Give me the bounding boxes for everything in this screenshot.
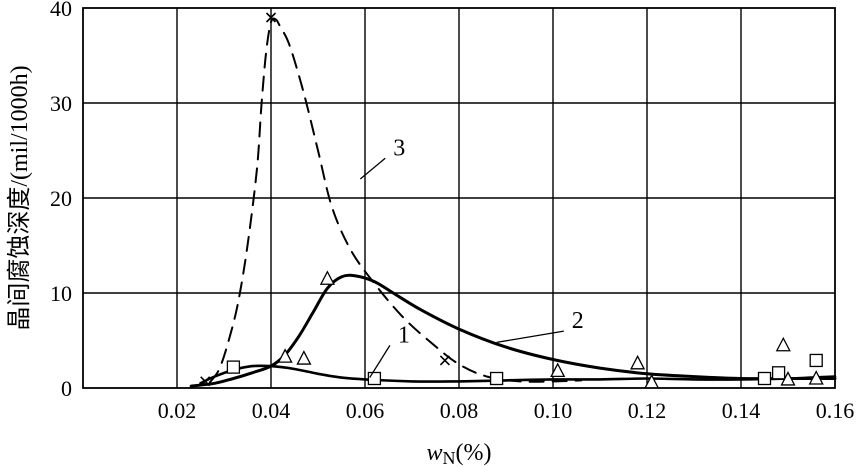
x-tick-label: 0.12 <box>628 398 667 423</box>
series-2-point <box>808 370 824 385</box>
y-tick-label: 10 <box>50 281 72 306</box>
series-3-curve <box>208 17 583 384</box>
x-tick-label: 0.10 <box>534 398 573 423</box>
y-tick-label: 20 <box>50 186 72 211</box>
x-axis-variable: w <box>427 440 443 466</box>
x-tick-label: 0.08 <box>440 398 479 423</box>
x-tick-label: 0.16 <box>816 398 855 423</box>
y-axis-title: 晶间腐蚀深度/(mil/1000h) <box>6 65 33 330</box>
series-2-point <box>296 350 312 365</box>
x-tick-label: 0.02 <box>158 398 197 423</box>
x-tick-label: 0.04 <box>252 398 291 423</box>
series-2-point <box>630 354 646 370</box>
y-tick-label: 0 <box>61 376 72 401</box>
curve-3-leader-line <box>359 157 386 180</box>
series-1-point <box>489 371 504 386</box>
series-2-curve <box>189 273 837 388</box>
series-2-point <box>277 348 293 363</box>
curve-2-leader-line <box>496 330 564 344</box>
y-tick-label: 30 <box>50 91 72 116</box>
plot-frame <box>82 7 836 389</box>
curve-1-leader-line <box>369 345 391 378</box>
curve-2-label: 2 <box>572 308 584 334</box>
y-tick-label: 40 <box>50 0 72 21</box>
series-2-point <box>319 270 335 285</box>
series-3-point <box>439 355 450 366</box>
series-1-point <box>771 366 786 380</box>
series-2-point <box>780 371 796 386</box>
series-2-point <box>644 373 660 389</box>
x-tick-label: 0.06 <box>346 398 385 423</box>
x-tick-label: 0.14 <box>722 398 761 423</box>
x-axis-subscript: N <box>443 448 456 467</box>
series-1-point <box>226 360 241 374</box>
series-3-point <box>200 376 211 387</box>
curve-3-label: 3 <box>393 135 405 161</box>
series-2-point <box>550 362 566 378</box>
x-axis-title: wN(%) <box>427 440 492 467</box>
series-1-point <box>809 353 823 368</box>
series-2-point <box>775 336 791 352</box>
x-axis-unit: (%) <box>456 440 492 466</box>
curve-1-label: 1 <box>398 322 410 348</box>
series-3-point <box>265 12 277 23</box>
series-1-point <box>757 371 772 386</box>
series-1-point <box>367 371 382 386</box>
